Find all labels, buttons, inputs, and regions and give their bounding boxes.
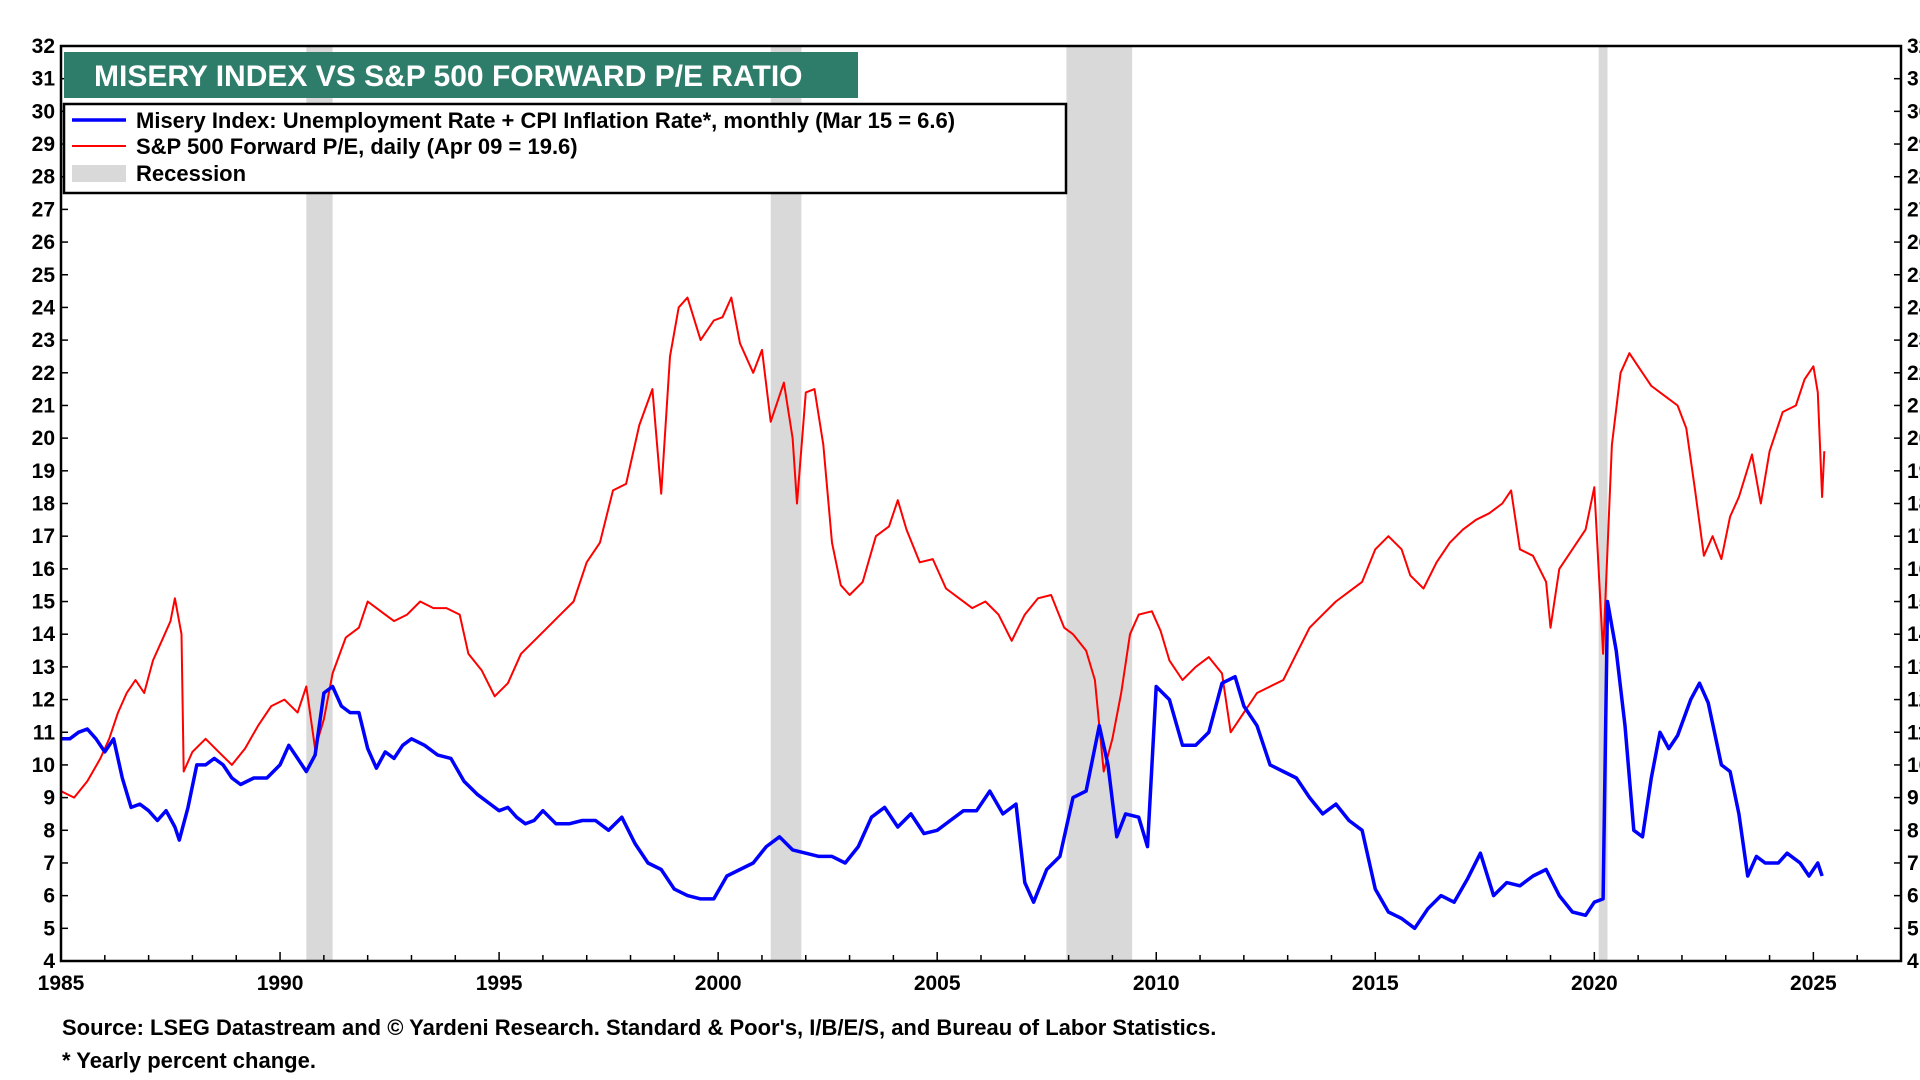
legend-label-pe: S&P 500 Forward P/E, daily (Apr 09 = 19.… xyxy=(136,134,578,159)
y-tick-label-right: 18 xyxy=(1907,493,1920,516)
y-tick-label-left: 29 xyxy=(32,133,55,156)
y-tick-label-right: 24 xyxy=(1907,296,1920,319)
y-tick-label-right: 9 xyxy=(1907,787,1919,810)
y-axis-left-labels: 4 5 6 7 8 9 10 11 12 13 14 15 16 17 18 19 20 21 22 23 24 25 26… xyxy=(32,35,56,973)
x-tick-label: 2005 xyxy=(914,972,961,995)
y-axis-right-labels: 4 5 6 7 8 9 10 11 12 13 14 15 16 17 18 19 20 21 22 23 24 25 26… xyxy=(1907,35,1920,973)
chart-title-banner xyxy=(64,52,858,98)
y-tick-label-right: 25 xyxy=(1907,264,1920,287)
y-tick-label-right: 11 xyxy=(1907,721,1920,744)
y-tick-label-right: 29 xyxy=(1907,133,1920,156)
y-tick-label-left: 14 xyxy=(32,623,56,646)
legend-label-recession: Recession xyxy=(136,161,246,186)
y-tick-label-right: 20 xyxy=(1907,427,1920,450)
y-tick-label-left: 26 xyxy=(32,231,55,254)
y-tick-label-right: 19 xyxy=(1907,460,1920,483)
footnote: * Yearly percent change. xyxy=(62,1048,316,1073)
y-tick-label-left: 11 xyxy=(33,721,56,744)
y-tick-label-left: 18 xyxy=(32,493,56,516)
y-tick-label-right: 31 xyxy=(1907,68,1920,91)
plot-frame xyxy=(59,44,1903,963)
y-tick-label-left: 28 xyxy=(32,166,56,189)
y-tick-label-right: 7 xyxy=(1907,852,1919,875)
y-tick-label-left: 32 xyxy=(32,35,55,58)
y-tick-label-left: 5 xyxy=(43,917,55,940)
y-tick-label-left: 31 xyxy=(32,68,56,91)
y-tick-label-right: 4 xyxy=(1907,950,1919,973)
source-note: Source: LSEG Datastream and © Yardeni Re… xyxy=(62,1015,1216,1040)
y-tick-label-right: 27 xyxy=(1907,198,1920,221)
y-tick-label-left: 10 xyxy=(32,754,55,777)
y-tick-label-right: 30 xyxy=(1907,100,1920,123)
y-tick-label-right: 17 xyxy=(1907,525,1920,548)
y-tick-label-right: 8 xyxy=(1907,819,1919,842)
y-tick-label-left: 6 xyxy=(43,885,55,908)
y-tick-label-right: 32 xyxy=(1907,35,1920,58)
y-tick-label-right: 12 xyxy=(1907,689,1920,712)
y-tick-label-left: 12 xyxy=(32,689,55,712)
y-tick-label-left: 30 xyxy=(32,100,55,123)
y-tick-label-right: 14 xyxy=(1907,623,1920,646)
y-tick-label-right: 10 xyxy=(1907,754,1920,777)
y-tick-label-right: 13 xyxy=(1907,656,1920,679)
y-tick-label-left: 17 xyxy=(32,525,55,548)
y-tick-label-left: 4 xyxy=(43,950,55,973)
legend: Misery Index: Unemployment Rate + CPI In… xyxy=(62,102,1068,195)
y-tick-label-left: 15 xyxy=(32,591,56,614)
y-tick-label-left: 20 xyxy=(32,427,55,450)
x-tick-label: 2020 xyxy=(1571,972,1618,995)
recession-band xyxy=(1598,46,1608,961)
x-tick-label: 2025 xyxy=(1790,972,1837,995)
y-tick-label-right: 23 xyxy=(1907,329,1920,352)
y-tick-label-left: 8 xyxy=(43,819,55,842)
series-misery-index xyxy=(61,599,1824,931)
x-tick-label: 1985 xyxy=(38,972,85,995)
y-tick-label-right: 15 xyxy=(1907,591,1920,614)
y-tick-label-left: 9 xyxy=(43,787,55,810)
y-tick-label-left: 23 xyxy=(32,329,55,352)
y-tick-label-left: 24 xyxy=(32,296,56,319)
x-tick-label: 1990 xyxy=(257,972,304,995)
legend-label-misery: Misery Index: Unemployment Rate + CPI In… xyxy=(136,108,955,133)
legend-box xyxy=(62,102,1068,195)
y-tick-label-right: 16 xyxy=(1907,558,1920,581)
recession-band xyxy=(306,46,333,961)
y-tick-label-right: 28 xyxy=(1907,166,1920,189)
y-tick-label-left: 22 xyxy=(32,362,55,385)
series-sp500-forward-pe xyxy=(60,296,1826,799)
legend-swatch-recession xyxy=(72,165,126,182)
x-tick-label: 2015 xyxy=(1352,972,1399,995)
x-tick-label: 1995 xyxy=(476,972,523,995)
y-tick-label-left: 25 xyxy=(32,264,56,287)
y-tick-label-right: 5 xyxy=(1907,917,1919,940)
y-tick-label-right: 26 xyxy=(1907,231,1920,254)
y-tick-label-left: 27 xyxy=(32,198,55,221)
series-lines xyxy=(60,296,1826,931)
y-tick-label-right: 6 xyxy=(1907,885,1919,908)
y-tick-label-left: 16 xyxy=(32,558,55,581)
chart-title: MISERY INDEX VS S&P 500 FORWARD P/E RATI… xyxy=(94,60,803,93)
x-tick-label: 2000 xyxy=(695,972,742,995)
y-tick-label-left: 19 xyxy=(32,460,55,483)
recession-band xyxy=(1066,46,1133,961)
y-tick-label-left: 13 xyxy=(32,656,55,679)
y-tick-label-right: 22 xyxy=(1907,362,1920,385)
y-tick-label-left: 7 xyxy=(43,852,55,875)
y-tick-label-left: 21 xyxy=(32,394,56,417)
y-tick-label-right: 21 xyxy=(1907,394,1920,417)
x-axis-labels: 1985 1990 1995 2000 2005 2010 2015 2020 2025 xyxy=(38,972,1837,995)
x-tick-label: 2010 xyxy=(1133,972,1180,995)
